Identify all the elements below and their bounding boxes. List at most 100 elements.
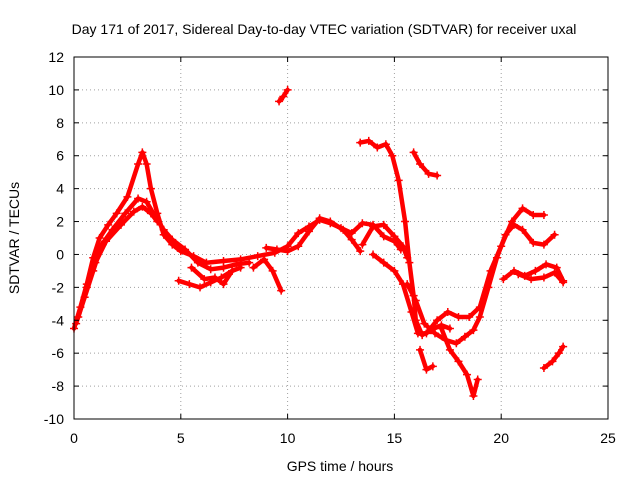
data-point-marker xyxy=(394,176,403,185)
data-point-marker xyxy=(484,283,493,292)
data-point-marker xyxy=(228,266,237,275)
data-point-marker xyxy=(174,276,183,285)
data-point-marker xyxy=(339,225,348,234)
y-tick-label: 12 xyxy=(48,49,64,65)
data-point-marker xyxy=(529,238,538,247)
data-point-marker xyxy=(469,326,478,335)
data-point-marker xyxy=(142,159,151,168)
data-point-marker xyxy=(168,235,177,244)
data-point-marker xyxy=(260,255,269,264)
data-point-marker xyxy=(407,308,416,317)
data-point-marker xyxy=(268,266,277,275)
data-point-marker xyxy=(409,148,418,157)
data-point-marker xyxy=(369,250,378,259)
data-point-marker xyxy=(510,266,519,275)
data-point-marker xyxy=(304,227,313,236)
plot-frame xyxy=(73,56,609,420)
data-point-marker xyxy=(373,143,382,152)
data-point-marker xyxy=(185,280,194,289)
data-point-marker xyxy=(134,159,143,168)
data-point-marker xyxy=(283,247,292,256)
data-point-marker xyxy=(283,85,292,94)
series-sat-m xyxy=(411,150,440,178)
data-point-marker xyxy=(422,365,431,374)
data-point-marker xyxy=(116,220,125,229)
x-axis-label: GPS time / hours xyxy=(287,458,394,474)
data-point-marker xyxy=(358,219,367,228)
data-point-marker xyxy=(463,370,472,379)
data-point-marker xyxy=(437,324,446,333)
y-tick-label: -10 xyxy=(44,411,64,427)
y-tick-label: 2 xyxy=(56,214,64,230)
data-point-marker xyxy=(129,207,138,216)
data-point-marker xyxy=(134,194,143,203)
data-point-marker xyxy=(539,363,548,372)
series-sat-r xyxy=(541,344,566,371)
data-point-marker xyxy=(445,324,454,333)
data-point-marker xyxy=(527,275,536,284)
data-point-marker xyxy=(531,266,540,275)
data-point-marker xyxy=(379,232,388,241)
y-tick-label: 8 xyxy=(56,115,64,131)
data-point-marker xyxy=(272,245,281,254)
data-point-marker xyxy=(104,220,113,229)
data-point-marker xyxy=(236,263,245,272)
data-point-marker xyxy=(181,245,190,254)
x-tick-label: 25 xyxy=(600,430,616,446)
data-point-marker xyxy=(294,229,303,238)
y-tick-label: -4 xyxy=(52,312,65,328)
data-point-marker xyxy=(428,362,437,371)
y-tick-label: -8 xyxy=(52,378,65,394)
data-point-marker xyxy=(390,232,399,241)
data-point-marker xyxy=(559,278,568,287)
data-point-marker xyxy=(347,235,356,244)
data-point-marker xyxy=(138,148,147,157)
axis-ticks: 0 5 10 15 20 25 -10 -8 -6 -4 -2 0 2 4 6 8 10 12 xyxy=(44,49,616,446)
data-point-marker xyxy=(416,159,425,168)
data-point-marker xyxy=(326,217,335,226)
data-point-marker xyxy=(112,209,121,218)
data-point-marker xyxy=(277,286,286,295)
data-point-marker xyxy=(253,252,262,261)
data-point-marker xyxy=(510,220,519,229)
data-point-marker xyxy=(279,92,288,101)
data-point-marker xyxy=(138,202,147,211)
series-layer xyxy=(70,85,568,400)
data-point-marker xyxy=(315,214,324,223)
data-point-marker xyxy=(388,151,397,160)
data-point-marker xyxy=(550,268,559,277)
data-point-marker xyxy=(433,171,442,180)
data-point-marker xyxy=(364,136,373,145)
data-point-marker xyxy=(379,258,388,267)
data-point-marker xyxy=(193,258,202,267)
data-point-marker xyxy=(499,275,508,284)
data-point-marker xyxy=(403,280,412,289)
data-point-marker xyxy=(548,357,557,366)
series-sat-k xyxy=(370,206,547,336)
data-point-marker xyxy=(142,197,151,206)
data-point-marker xyxy=(539,273,548,282)
series-sat-g xyxy=(263,216,363,254)
data-point-marker xyxy=(219,280,228,289)
data-point-marker xyxy=(146,184,155,193)
data-point-marker xyxy=(492,253,501,262)
data-point-marker xyxy=(411,296,420,305)
data-point-marker xyxy=(249,263,258,272)
data-point-marker xyxy=(550,230,559,239)
data-point-marker xyxy=(473,375,482,384)
x-tick-label: 0 xyxy=(70,430,78,446)
data-point-marker xyxy=(539,210,548,219)
x-tick-label: 15 xyxy=(387,430,403,446)
data-point-marker xyxy=(159,225,168,234)
data-point-marker xyxy=(275,97,284,106)
data-point-marker xyxy=(358,240,367,249)
data-point-marker xyxy=(424,169,433,178)
data-point-marker xyxy=(123,192,132,201)
grid xyxy=(74,57,608,419)
series-sat-f xyxy=(251,257,284,293)
data-point-marker xyxy=(542,260,551,269)
data-point-marker xyxy=(245,258,254,267)
x-tick-label: 20 xyxy=(493,430,509,446)
y-tick-label: -6 xyxy=(52,345,65,361)
